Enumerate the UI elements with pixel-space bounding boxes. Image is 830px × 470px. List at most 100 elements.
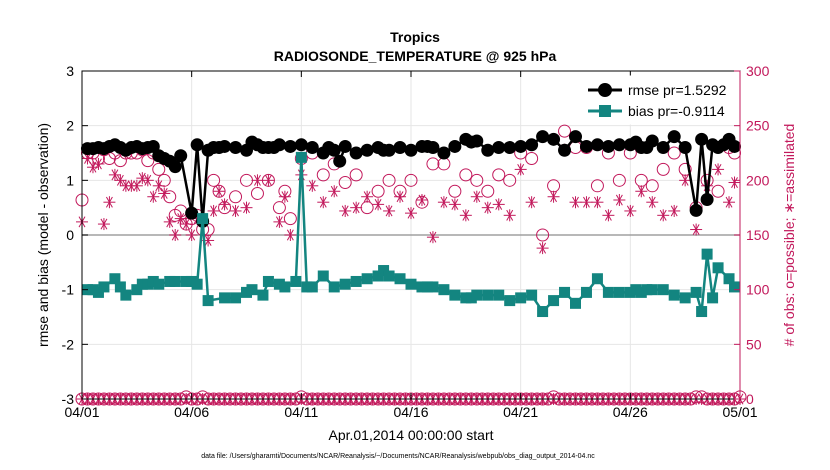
possible-point xyxy=(536,228,550,242)
possible-point xyxy=(229,190,243,204)
bias-point xyxy=(438,284,450,296)
possible-point xyxy=(272,201,286,215)
y2-tick-label: 200 xyxy=(746,172,770,188)
chart-subtitle: RADIOSONDE_TEMPERATURE @ 925 hPa xyxy=(274,48,557,64)
rmse-point xyxy=(667,130,681,144)
rmse-point xyxy=(590,138,604,152)
possible-point xyxy=(470,173,484,187)
assimilated-point xyxy=(372,198,385,211)
assimilated-point xyxy=(426,231,439,244)
assimilated-point xyxy=(147,190,160,203)
rmse-point xyxy=(349,146,363,160)
possible-point xyxy=(525,151,539,165)
bias-point xyxy=(493,289,505,301)
possible-point xyxy=(558,124,572,138)
assimilated-point xyxy=(624,204,637,217)
assimilated-point xyxy=(218,198,231,211)
assimilated-point xyxy=(103,196,116,209)
rmse-point xyxy=(569,130,582,144)
assimilated-point xyxy=(383,204,396,217)
assimilated-point xyxy=(690,223,703,236)
bias-point xyxy=(707,292,719,304)
assimilated-point xyxy=(108,168,121,181)
bias-point xyxy=(537,306,549,318)
possible-point xyxy=(207,173,221,187)
assimilated-point xyxy=(114,174,127,187)
rmse-point xyxy=(579,139,593,153)
assimilated-point xyxy=(728,176,741,189)
bias-point xyxy=(580,286,592,298)
assimilated-point xyxy=(646,196,659,209)
bias-point xyxy=(482,289,494,301)
possible-point xyxy=(667,146,681,160)
x-tick-label: 04/21 xyxy=(503,404,538,420)
bias-point xyxy=(504,295,516,307)
assimilated-point xyxy=(339,204,352,217)
bias-point xyxy=(679,292,691,304)
assimilated-point xyxy=(169,229,182,241)
bias-point xyxy=(246,284,258,296)
y-tick-label: 0 xyxy=(66,227,74,243)
bias-point xyxy=(290,275,302,287)
rmse-point xyxy=(547,132,561,146)
rmse-point xyxy=(360,143,374,157)
rmse-point xyxy=(678,141,692,155)
axis-ticks: 04/01 04/06 04/11 04/16 04/21 04/26 05/01 -3 -2 -… xyxy=(62,63,770,420)
assimilated-point xyxy=(635,185,648,198)
assimilated-point xyxy=(328,185,341,198)
bias-point xyxy=(279,281,291,293)
rmse-point xyxy=(327,143,341,157)
assimilated-point xyxy=(262,174,275,187)
rmse-point xyxy=(218,139,232,153)
bias-point xyxy=(690,286,702,298)
rmse-point xyxy=(470,134,484,148)
assimilated-point xyxy=(657,209,670,222)
assimilated-point xyxy=(448,198,461,211)
x-tick-label: 04/16 xyxy=(393,404,428,420)
bias-point xyxy=(219,292,231,304)
rmse-point xyxy=(728,139,742,153)
rmse-point xyxy=(333,154,347,168)
y2-tick-label: 250 xyxy=(746,118,770,134)
bias-point xyxy=(701,248,713,260)
x-axis-label: Apr.01,2014 00:00:00 start xyxy=(328,427,493,443)
assimilated-point xyxy=(580,196,593,209)
y-tick-label: 3 xyxy=(66,63,74,79)
rmse-point xyxy=(305,141,319,155)
rmse-point xyxy=(190,138,204,152)
possible-point xyxy=(426,157,440,171)
assimilated-point xyxy=(602,209,615,222)
possible-point xyxy=(157,173,171,187)
bias-point xyxy=(339,278,351,290)
possible-point xyxy=(316,168,330,182)
legend-bias-marker xyxy=(599,105,611,117)
assimilated-point xyxy=(679,174,692,187)
rmse-point xyxy=(393,141,407,155)
x-tick-label: 04/06 xyxy=(174,404,209,420)
assimilated-point xyxy=(273,215,286,228)
possible-point xyxy=(503,173,517,187)
y-tick-label: -1 xyxy=(62,282,75,298)
possible-point xyxy=(404,173,418,187)
assimilated-point xyxy=(278,190,291,203)
y-axis-label: rmse and bias (model - observation) xyxy=(35,123,51,347)
assimilated-point xyxy=(437,196,450,209)
rmse-point xyxy=(645,134,659,148)
bias-point xyxy=(191,278,203,290)
bias-point xyxy=(723,273,735,285)
assimilated-point xyxy=(503,209,516,222)
rmse-point xyxy=(525,138,539,152)
bias-point xyxy=(328,281,340,293)
assimilated-point xyxy=(415,194,428,207)
possible-point xyxy=(492,168,506,182)
legend-bias-label: bias pr=-0.9114 xyxy=(628,103,725,119)
assimilated-point xyxy=(180,218,193,231)
bias-point xyxy=(350,275,362,287)
possible-point xyxy=(163,190,177,204)
legend: rmse pr=1.5292 bias pr=-0.9114 xyxy=(581,75,737,125)
x-tick-label: 04/11 xyxy=(284,404,318,420)
rmse-point xyxy=(338,139,352,153)
rmse-point xyxy=(404,143,418,157)
rmse-point xyxy=(294,138,308,152)
bias-point xyxy=(120,289,132,301)
